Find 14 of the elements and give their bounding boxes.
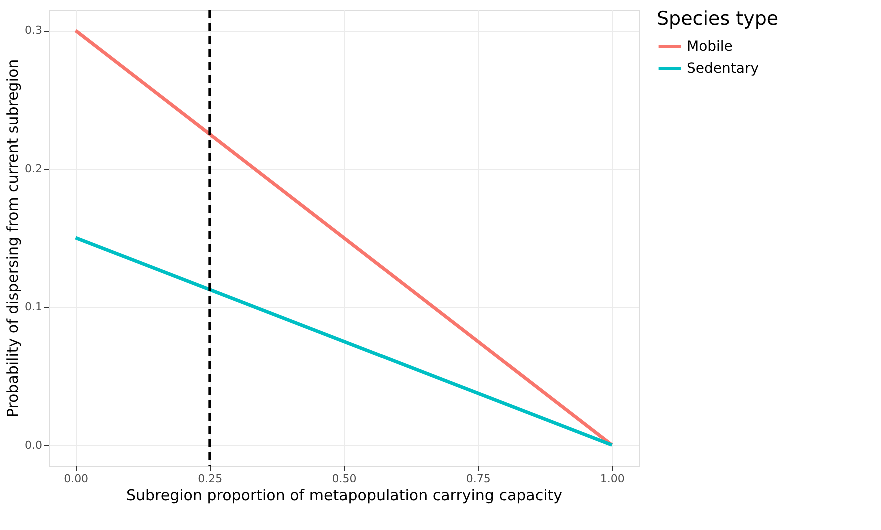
legend-label: Mobile (687, 39, 733, 55)
x-tick-label: 0.50 (332, 472, 357, 486)
x-tick-label: 0.25 (198, 472, 223, 486)
x-tick-label: 0.75 (466, 472, 491, 486)
y-axis-title: Probability of dispersing from current subregion (4, 59, 22, 418)
x-tick-label: 0.00 (64, 472, 89, 486)
y-tick-label: 0.3 (25, 24, 42, 38)
x-tick-label: 1.00 (600, 472, 625, 486)
legend-label: Sedentary (687, 61, 759, 77)
y-tick-label: 0.1 (25, 300, 42, 314)
y-tick-label: 0.0 (25, 438, 42, 452)
legend-title: Species type (657, 8, 779, 30)
y-tick-label: 0.2 (25, 162, 42, 176)
x-axis-title: Subregion proportion of metapopulation carrying capacity (126, 486, 563, 504)
